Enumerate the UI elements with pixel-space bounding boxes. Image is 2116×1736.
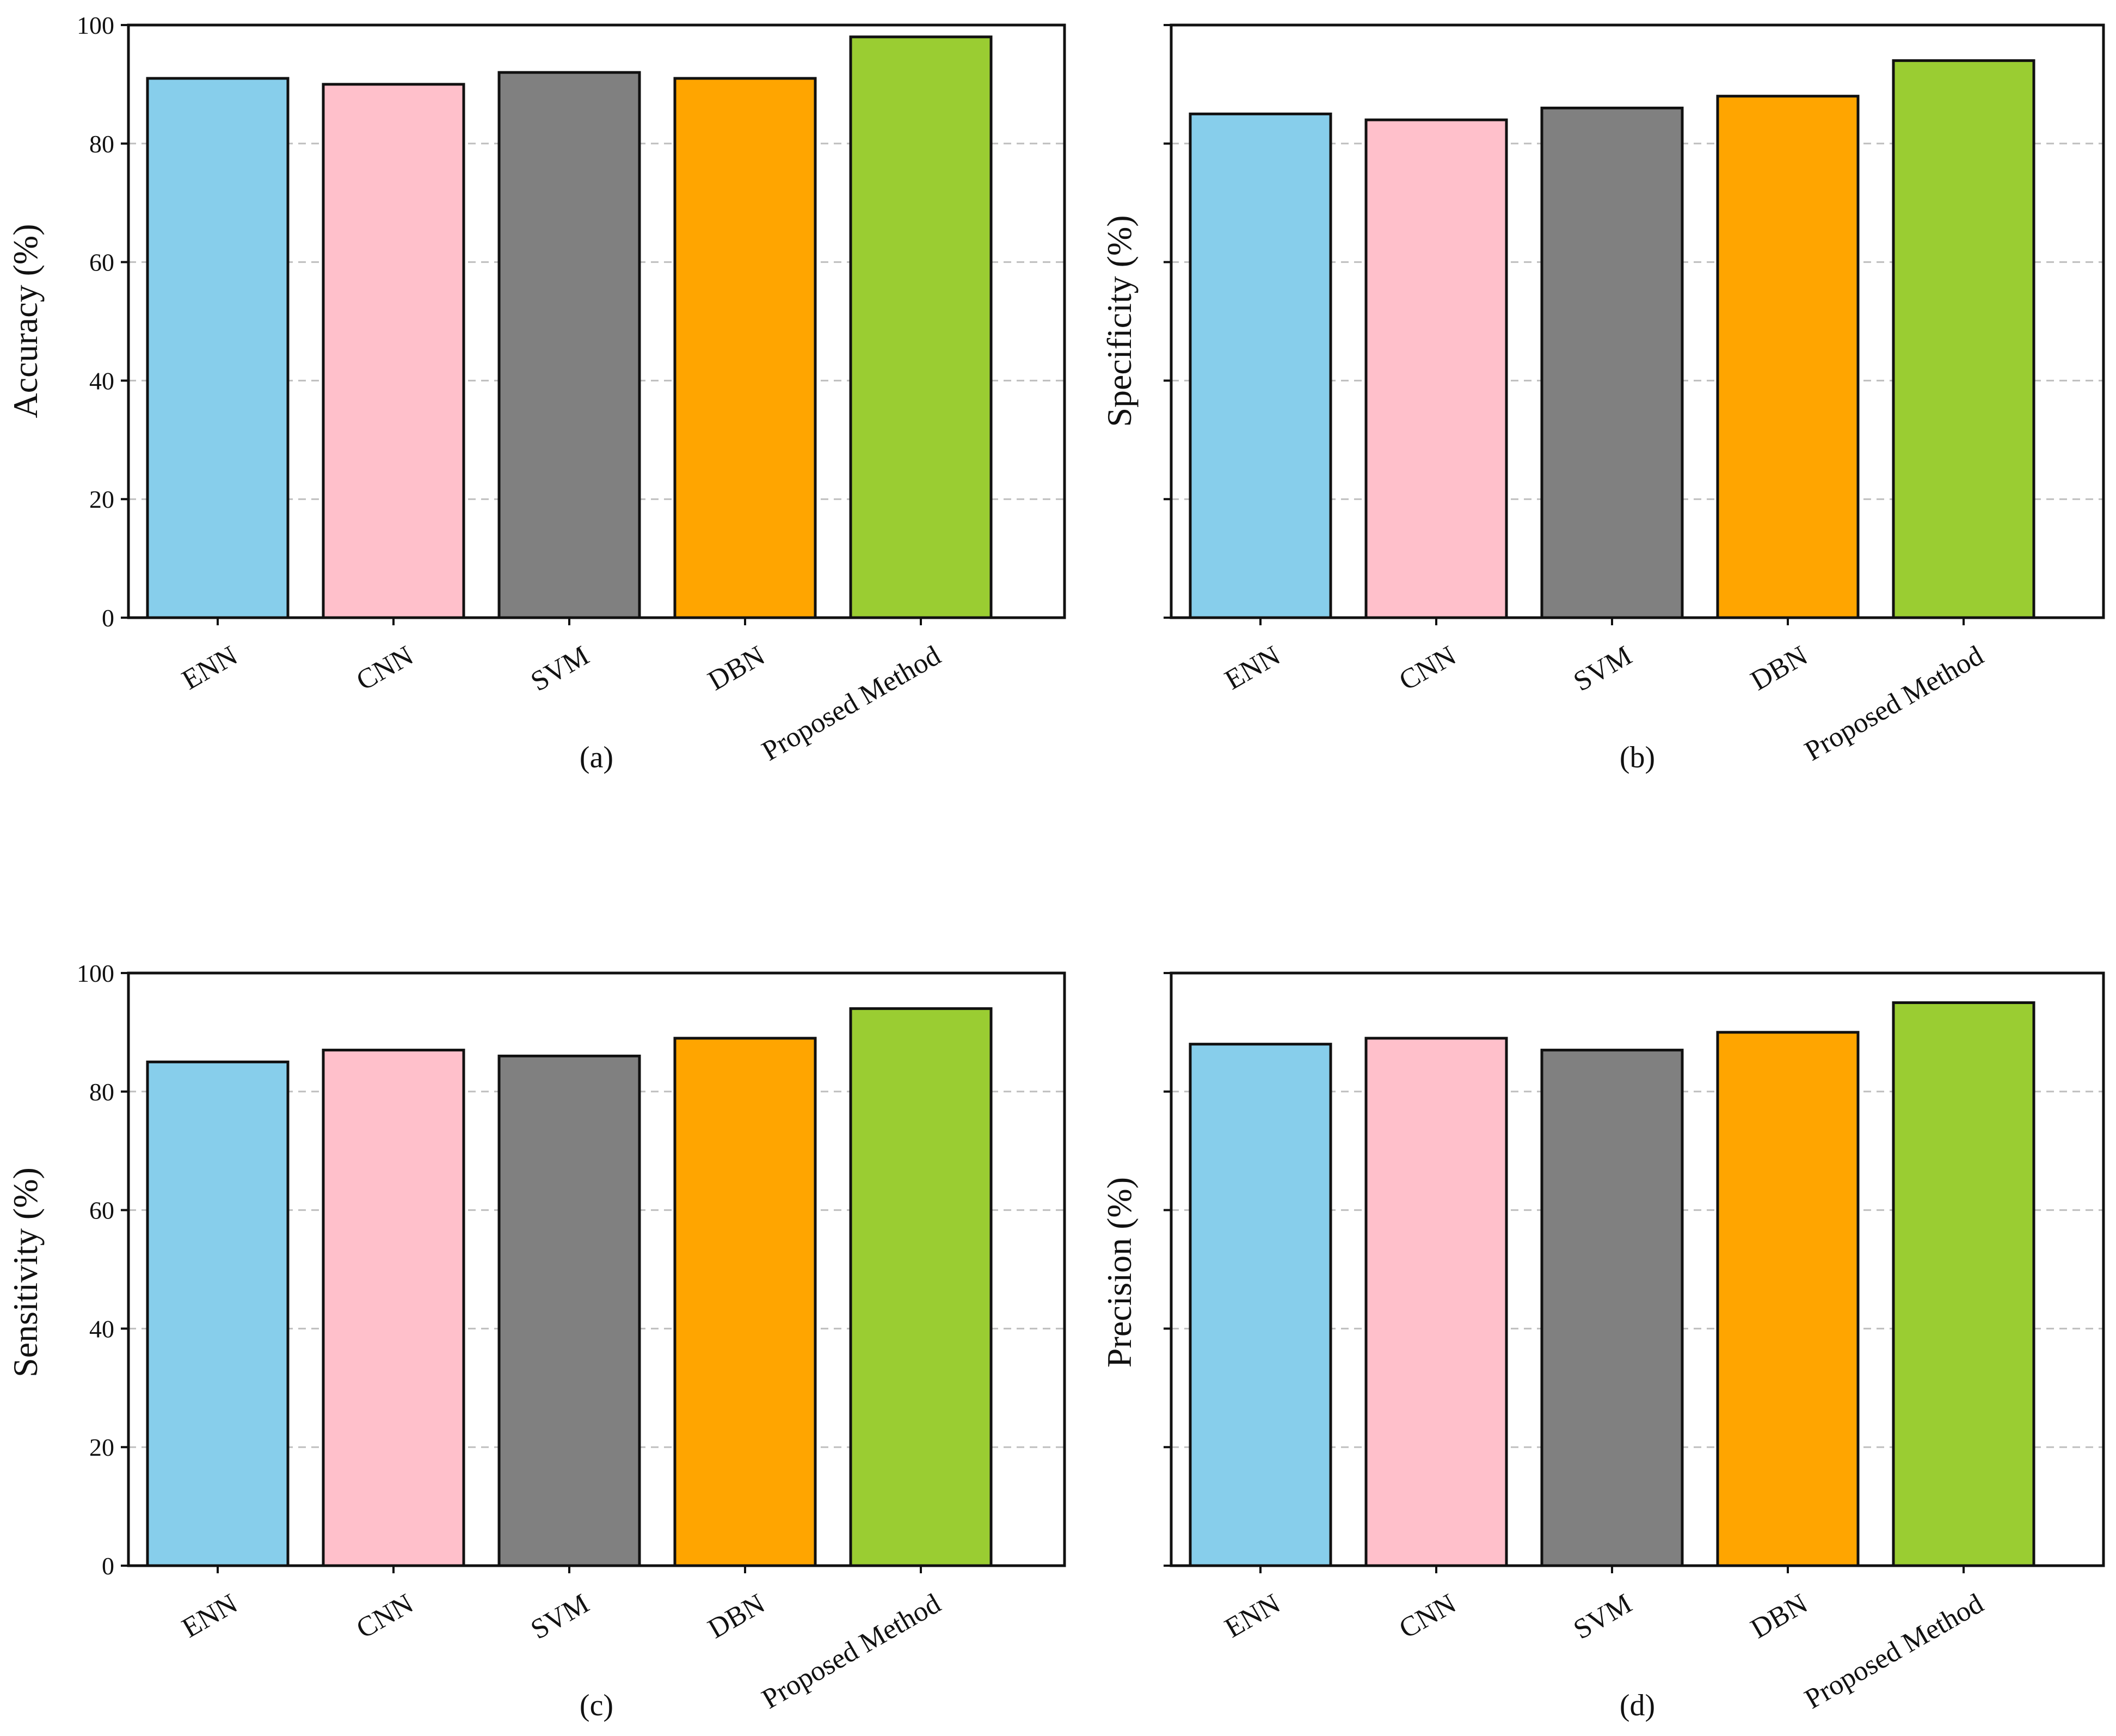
- bar-enn: [1189, 1043, 1332, 1567]
- y-tick-label: 60: [89, 249, 114, 276]
- x-tick-label: ENN: [1220, 1588, 1285, 1644]
- bar-cnn: [1364, 1037, 1508, 1567]
- y-tick-label: 40: [89, 367, 114, 395]
- bar-dbn: [1716, 1031, 1860, 1567]
- y-axis-title: Accuracy (%): [6, 224, 45, 418]
- bar-dbn: [1716, 95, 1860, 619]
- x-tick-label: CNN: [1394, 1588, 1461, 1645]
- bar-svm: [497, 71, 641, 619]
- x-tick-label: Proposed Method: [757, 640, 946, 767]
- bar-enn: [146, 77, 290, 619]
- bar-cnn: [1364, 118, 1508, 619]
- y-tick-label: 0: [102, 1552, 114, 1580]
- y-tick-label: 20: [89, 1433, 114, 1461]
- y-axis-title: Precision (%): [1100, 1177, 1139, 1368]
- x-tick-label: DBN: [1745, 1588, 1813, 1645]
- y-tick-label: 100: [77, 11, 114, 39]
- x-tick-label: CNN: [351, 1588, 419, 1645]
- y-tick-label: 60: [89, 1197, 114, 1224]
- x-tick-label: CNN: [1394, 640, 1461, 697]
- y-axis-title: Sensitivity (%): [6, 1167, 45, 1377]
- x-tick-label: SVM: [1568, 640, 1637, 698]
- bar-enn: [1189, 112, 1332, 619]
- x-tick-label: ENN: [1220, 640, 1285, 696]
- y-tick-label: 80: [89, 130, 114, 158]
- x-tick-label: DBN: [703, 1588, 770, 1645]
- panel-label: (b): [1620, 741, 1655, 774]
- x-tick-label: Proposed Method: [1800, 1588, 1989, 1715]
- y-tick-label: 20: [89, 485, 114, 513]
- bar-cnn: [322, 83, 465, 619]
- plot-frame: [127, 971, 1066, 1567]
- y-tick-label: 100: [77, 959, 114, 987]
- bar-cnn: [322, 1049, 465, 1567]
- bar-proposed-method: [849, 35, 993, 619]
- x-tick-label: ENN: [177, 640, 243, 696]
- x-tick-label: DBN: [1745, 640, 1813, 697]
- plot-frame: [1170, 23, 2105, 619]
- bar-proposed-method: [1892, 59, 2035, 619]
- plot-frame: [127, 23, 1066, 619]
- x-tick-label: SVM: [1568, 1588, 1637, 1646]
- x-tick-label: Proposed Method: [757, 1588, 946, 1715]
- panel-label: (a): [580, 741, 613, 774]
- x-tick-label: ENN: [177, 1588, 243, 1644]
- x-tick-label: SVM: [526, 640, 594, 698]
- x-tick-label: CNN: [351, 640, 419, 697]
- panel-label: (d): [1620, 1689, 1655, 1722]
- y-tick-label: 40: [89, 1315, 114, 1343]
- bar-enn: [146, 1060, 290, 1567]
- bar-svm: [1540, 106, 1684, 619]
- bar-dbn: [673, 1037, 817, 1567]
- y-tick-label: 0: [102, 604, 114, 632]
- bar-proposed-method: [1892, 1001, 2035, 1567]
- bar-svm: [1540, 1049, 1684, 1567]
- x-tick-label: SVM: [526, 1588, 594, 1646]
- bar-svm: [497, 1054, 641, 1567]
- y-axis-title: Specificity (%): [1100, 215, 1139, 427]
- panel-label: (c): [580, 1689, 613, 1722]
- y-tick-label: 80: [89, 1078, 114, 1106]
- x-tick-label: DBN: [703, 640, 770, 697]
- bar-dbn: [673, 77, 817, 619]
- x-tick-label: Proposed Method: [1800, 640, 1989, 767]
- plot-frame: [1170, 971, 2105, 1567]
- bar-proposed-method: [849, 1007, 993, 1567]
